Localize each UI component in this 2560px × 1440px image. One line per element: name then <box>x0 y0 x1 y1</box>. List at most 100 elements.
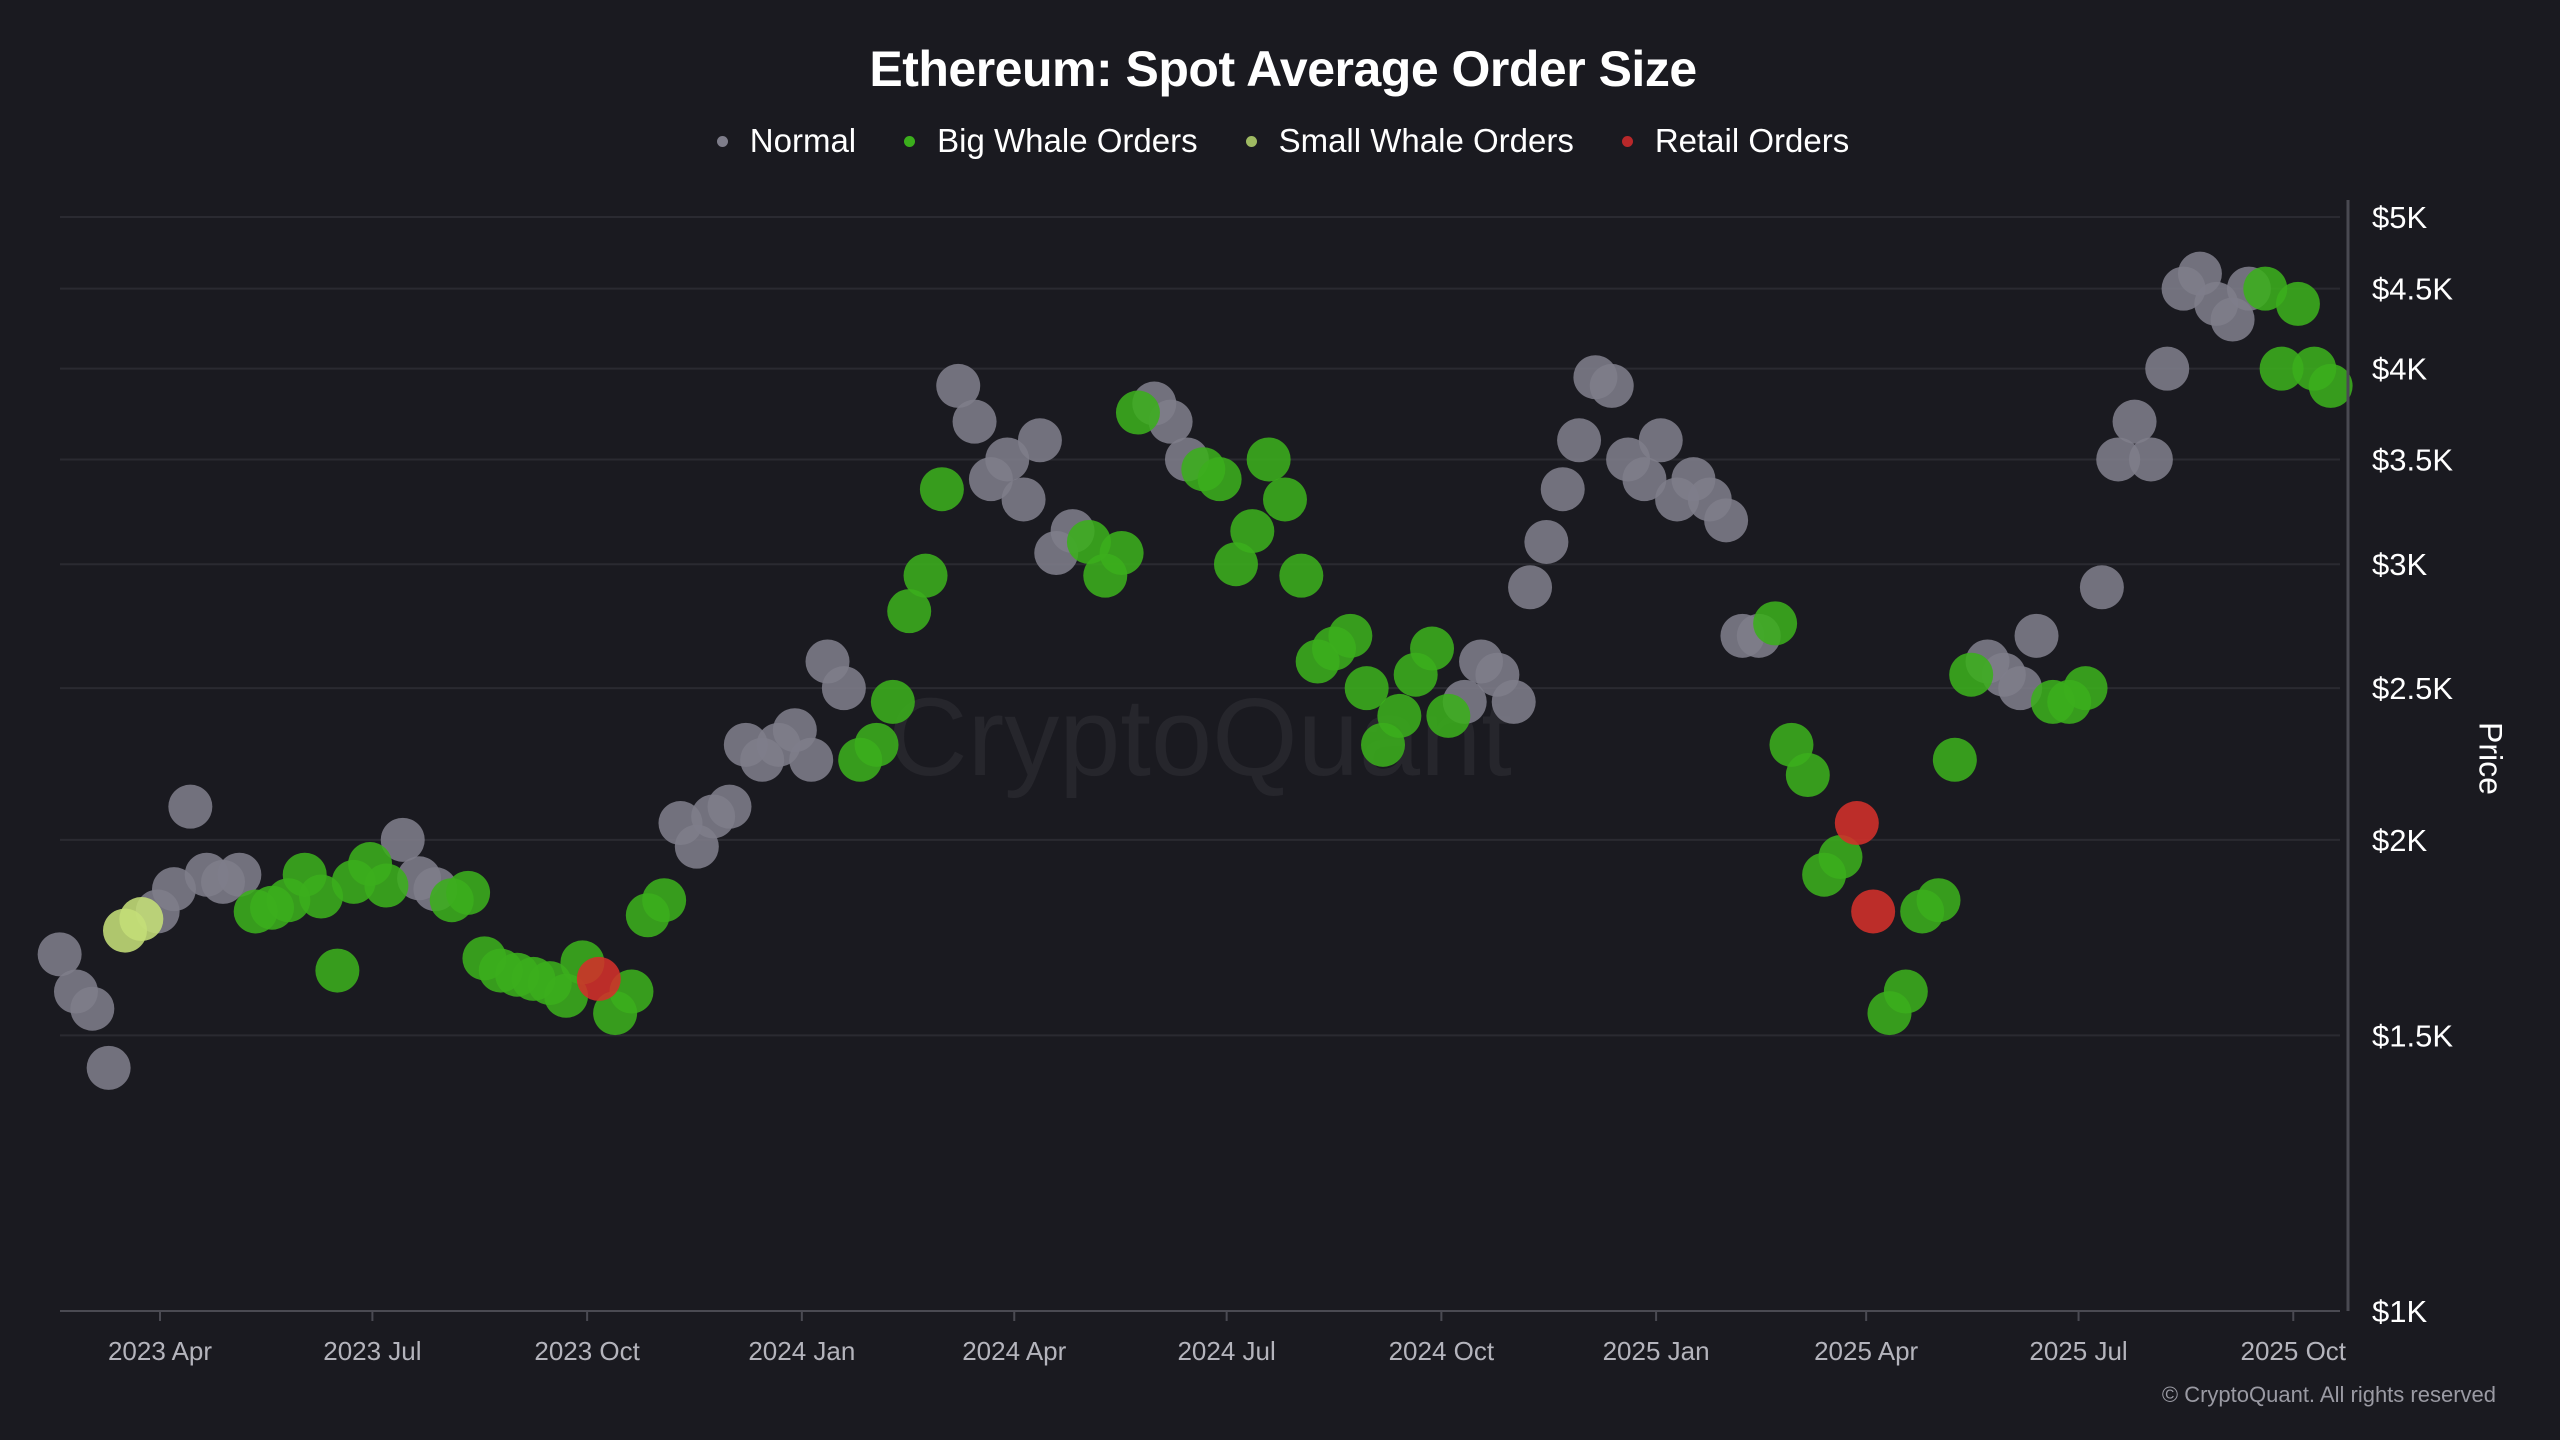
x-tick-label: 2024 Apr <box>962 1336 1066 1366</box>
data-point-big-whale-orders <box>903 553 948 598</box>
data-point-big-whale-orders <box>854 722 899 767</box>
data-point-big-whale-orders <box>1426 693 1471 738</box>
y-tick-label: $5K <box>2372 200 2427 235</box>
data-point-normal <box>789 737 834 782</box>
data-point-normal <box>1508 565 1553 610</box>
y-tick-label: $2K <box>2372 823 2427 858</box>
data-point-big-whale-orders <box>1099 530 1144 575</box>
x-tick-label: 2025 Jul <box>2029 1336 2127 1366</box>
legend: Normal Big Whale Orders Small Whale Orde… <box>0 122 2560 160</box>
data-point-big-whale-orders <box>2308 363 2353 408</box>
data-point-big-whale-orders <box>1246 437 1291 482</box>
chart-title: Ethereum: Spot Average Order Size <box>869 41 1697 97</box>
legend-label: Big Whale Orders <box>937 122 1198 159</box>
legend-dot-icon <box>904 135 916 147</box>
data-point-big-whale-orders <box>887 589 932 634</box>
legend-item-small-whale[interactable]: Small Whale Orders <box>1245 122 1574 160</box>
legend-label: Normal <box>749 122 857 159</box>
data-point-normal <box>1589 363 1634 408</box>
data-point-big-whale-orders <box>1197 457 1242 502</box>
data-point-big-whale-orders <box>642 878 687 923</box>
data-point-big-whale-orders <box>1213 542 1258 587</box>
data-point-big-whale-orders <box>1753 601 1798 646</box>
data-point-big-whale-orders <box>1262 477 1307 522</box>
data-point-big-whale-orders <box>870 679 915 724</box>
data-point-normal <box>2145 346 2190 391</box>
data-point-big-whale-orders <box>446 870 491 915</box>
y-axis-label: Price <box>2472 722 2509 795</box>
y-tick-label: $4K <box>2372 352 2427 387</box>
x-tick-label: 2023 Oct <box>534 1336 640 1366</box>
data-point-big-whale-orders <box>919 467 964 512</box>
data-point-big-whale-orders <box>1328 613 1373 658</box>
data-point-normal <box>2128 437 2173 482</box>
legend-label: Small Whale Orders <box>1278 122 1574 159</box>
x-tick-label: 2023 Apr <box>108 1336 212 1366</box>
y-tick-label: $2.5K <box>2372 671 2453 706</box>
data-point-retail-orders <box>1834 801 1879 846</box>
data-point-normal <box>1017 418 1062 463</box>
x-tick-label: 2024 Jan <box>748 1336 855 1366</box>
data-point-normal <box>1001 477 1046 522</box>
data-point-normal <box>2014 613 2059 658</box>
legend-item-big-whale[interactable]: Big Whale Orders <box>904 122 1198 160</box>
y-tick-label: $3K <box>2372 547 2427 582</box>
data-point-normal <box>217 852 262 897</box>
data-point-normal <box>37 932 82 977</box>
data-point-big-whale-orders <box>1883 969 1928 1014</box>
legend-dot-icon <box>716 135 728 147</box>
data-point-normal <box>1491 679 1536 724</box>
data-point-big-whale-orders <box>1785 753 1830 798</box>
copyright-credit: © CryptoQuant. All rights reserved <box>2161 1382 2496 1407</box>
x-tick-label: 2025 Jan <box>1603 1336 1710 1366</box>
data-point-big-whale-orders <box>1230 509 1275 554</box>
data-point-small-whale-orders <box>119 897 164 942</box>
data-point-big-whale-orders <box>1377 693 1422 738</box>
data-point-normal <box>1557 418 1602 463</box>
data-point-normal <box>821 666 866 711</box>
data-point-retail-orders <box>1851 889 1896 934</box>
data-point-normal <box>707 784 752 829</box>
y-tick-label: $1K <box>2372 1294 2427 1329</box>
data-point-big-whale-orders <box>2275 281 2320 326</box>
x-tick-label: 2025 Apr <box>1814 1336 1918 1366</box>
data-point-normal <box>2096 437 2141 482</box>
x-tick-label: 2025 Oct <box>2241 1336 2347 1366</box>
data-point-big-whale-orders <box>1279 553 1324 598</box>
data-point-normal <box>1638 418 1683 463</box>
legend-item-normal[interactable]: Normal <box>716 122 857 160</box>
data-point-big-whale-orders <box>2063 666 2108 711</box>
data-point-normal <box>936 363 981 408</box>
data-point-normal <box>70 986 115 1031</box>
data-point-big-whale-orders <box>1410 626 1455 671</box>
data-point-big-whale-orders <box>2243 266 2288 311</box>
y-tick-label: $4.5K <box>2372 272 2453 307</box>
data-point-big-whale-orders <box>1949 652 1994 697</box>
x-tick-label: 2023 Jul <box>323 1336 421 1366</box>
legend-label: Retail Orders <box>1654 122 1850 159</box>
data-point-big-whale-orders <box>1916 878 1961 923</box>
data-point-normal <box>985 437 1030 482</box>
legend-dot-icon <box>1245 135 1257 147</box>
data-point-normal <box>1524 519 1569 564</box>
data-point-normal <box>86 1045 131 1090</box>
legend-item-retail[interactable]: Retail Orders <box>1621 122 1850 160</box>
data-point-big-whale-orders <box>544 973 589 1018</box>
data-point-normal <box>168 784 213 829</box>
data-point-big-whale-orders <box>2259 346 2304 391</box>
data-point-normal <box>1622 457 1667 502</box>
x-tick-label: 2024 Jul <box>1177 1336 1275 1366</box>
y-tick-label: $1.5K <box>2372 1018 2453 1053</box>
data-point-normal <box>1704 498 1749 543</box>
data-point-big-whale-orders <box>1932 737 1977 782</box>
data-point-retail-orders <box>576 956 621 1001</box>
data-point-normal <box>1540 467 1585 512</box>
data-point-normal <box>2079 565 2124 610</box>
data-point-big-whale-orders <box>1818 835 1863 880</box>
data-point-normal <box>952 399 997 444</box>
data-point-normal <box>380 817 425 862</box>
y-tick-label: $3.5K <box>2372 442 2453 477</box>
data-point-big-whale-orders <box>315 948 360 993</box>
data-point-big-whale-orders <box>364 863 409 908</box>
